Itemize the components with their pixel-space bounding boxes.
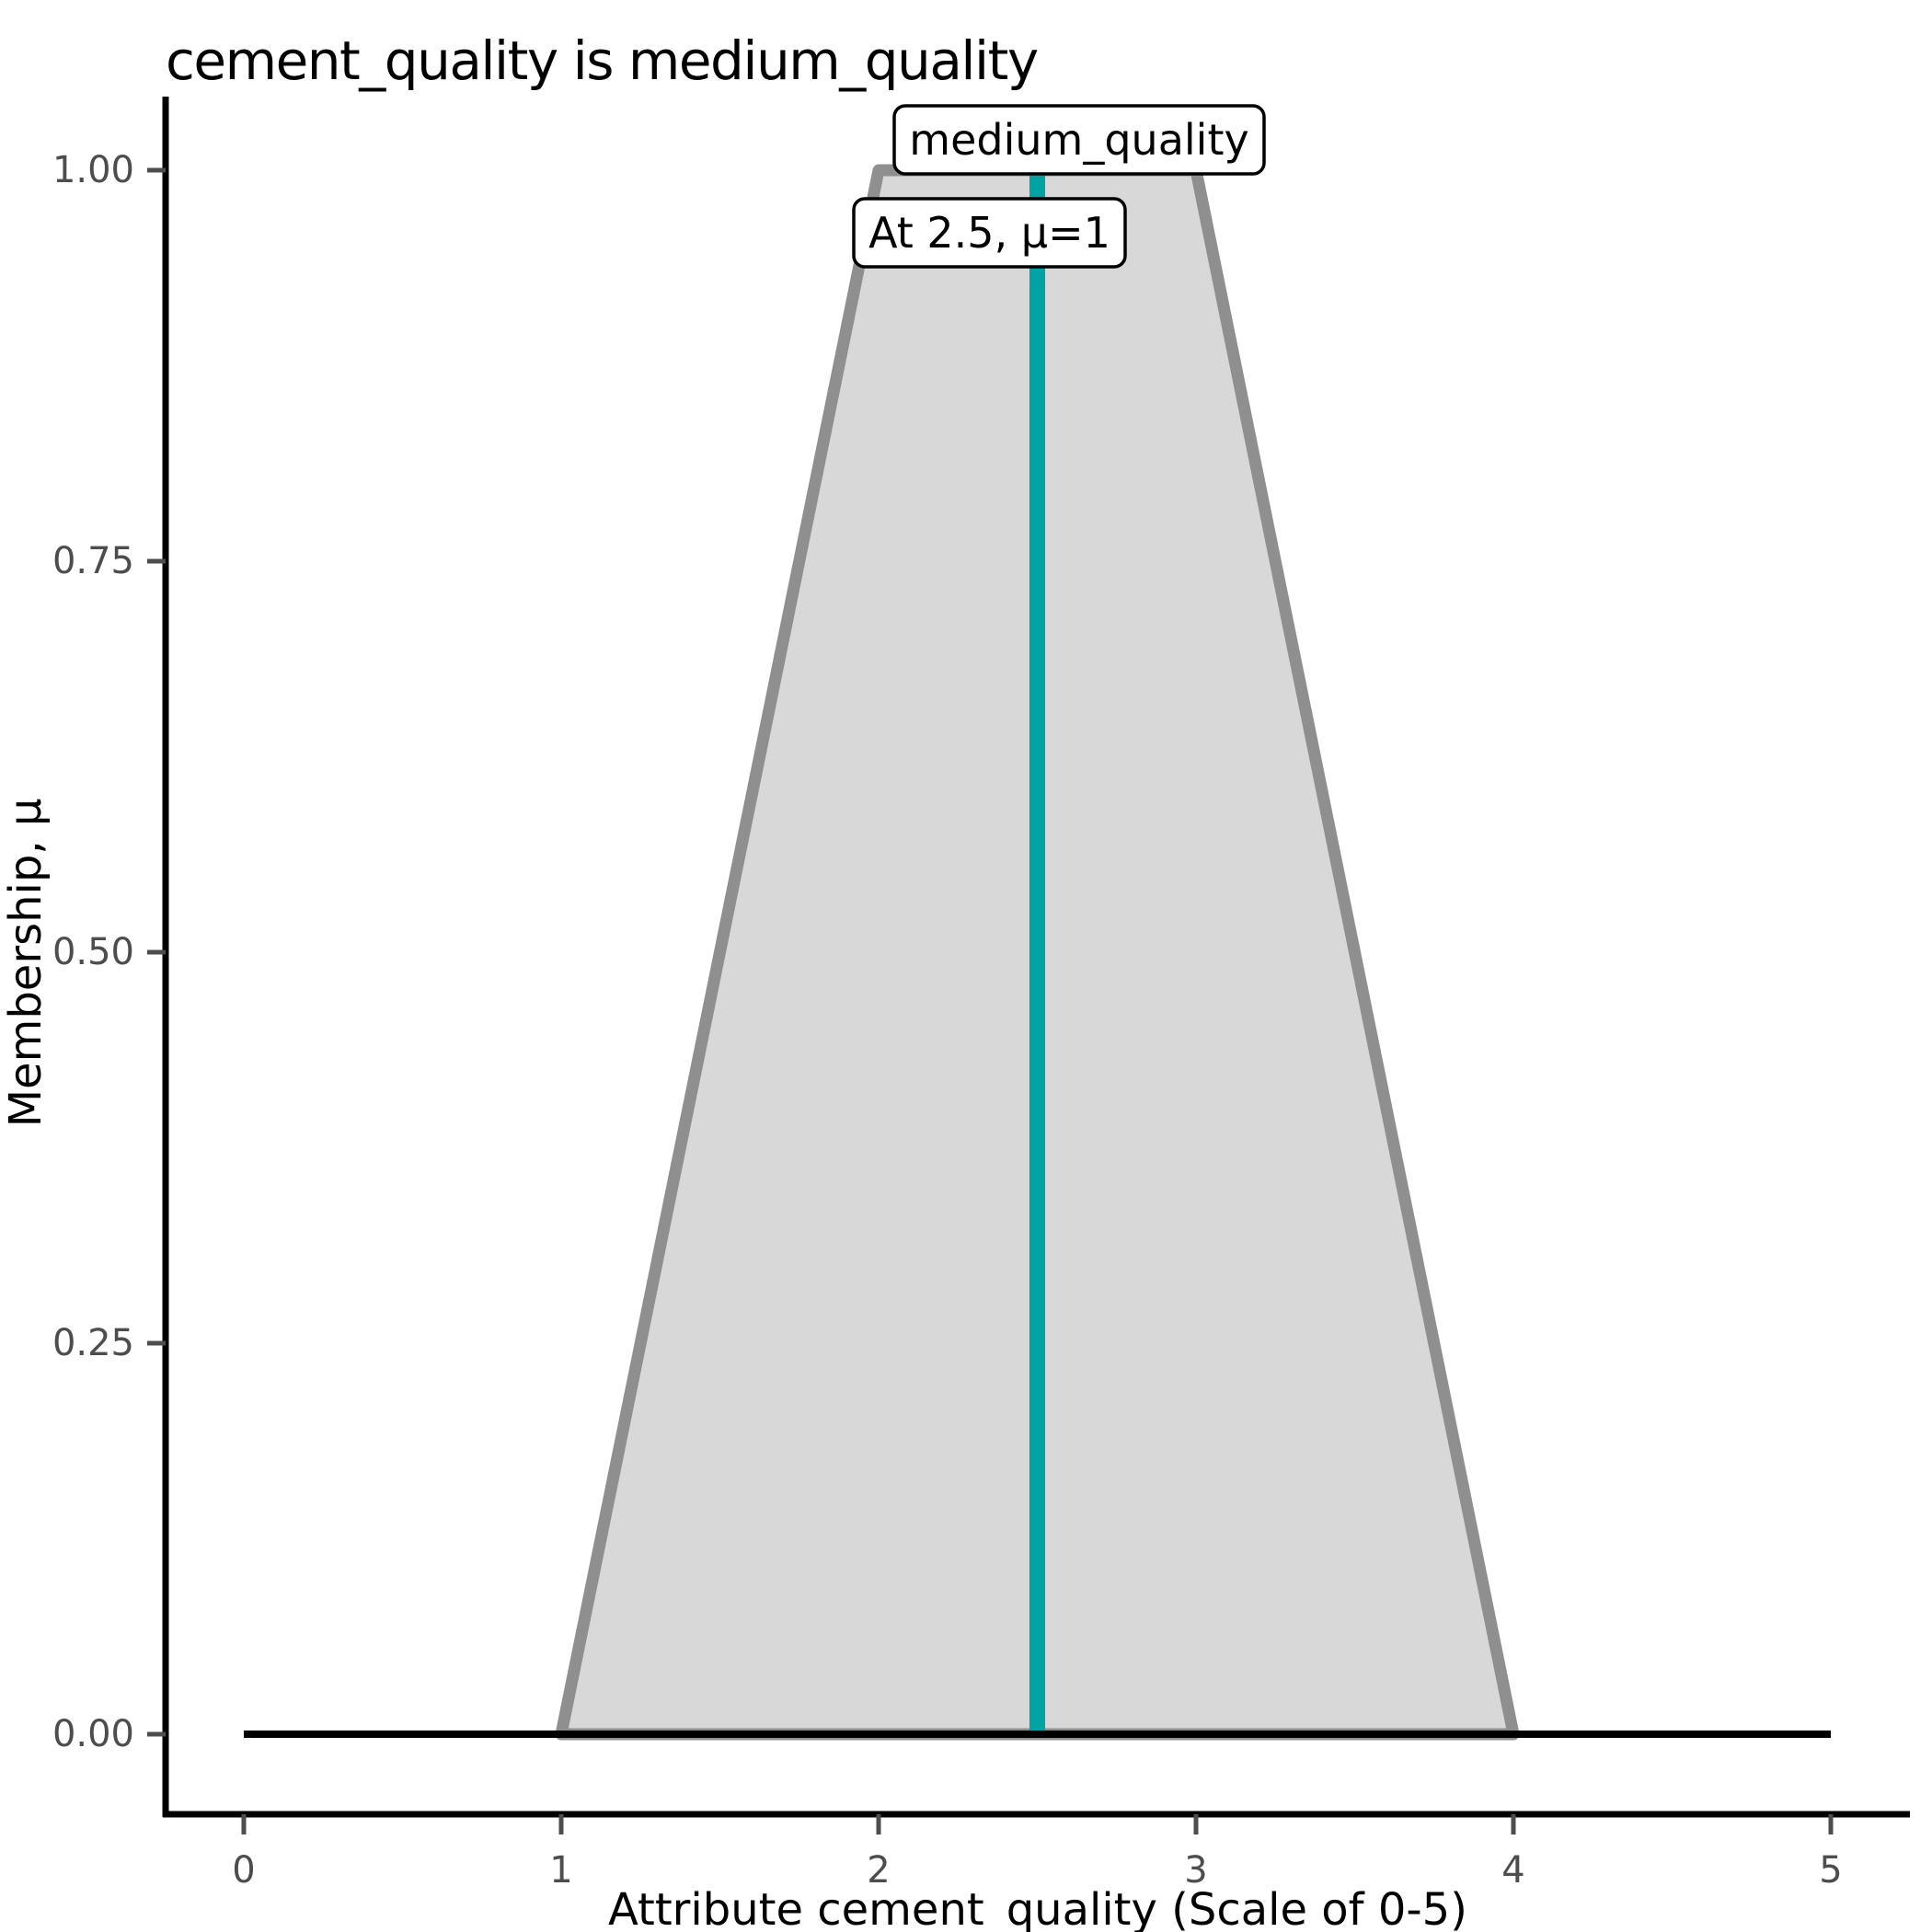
x-tick-label: 4 [1501, 1849, 1524, 1892]
y-tick-label: 0.00 [52, 1713, 134, 1755]
x-tick-label: 5 [1819, 1849, 1842, 1892]
x-axis-title: Attribute cement_quality (Scale of 0-5) [608, 1884, 1467, 1932]
x-tick-label: 3 [1184, 1849, 1207, 1892]
titles: Attribute cement_quality (Scale of 0-5) M… [0, 29, 1467, 1932]
term-label-box [892, 104, 1266, 176]
term-label-text: medium_quality [909, 115, 1248, 165]
y-axis-title: Membership, μ [0, 799, 52, 1128]
value-annotation-box [852, 197, 1127, 269]
value-annotation-text: At 2.5, μ=1 [868, 208, 1110, 258]
y-tick-label: 1.00 [52, 149, 134, 191]
annotations-layer: medium_quality At 2.5, μ=1 [852, 104, 1266, 269]
y-tick-label: 0.50 [52, 931, 134, 973]
x-tick-label: 1 [549, 1849, 572, 1892]
y-tick-label: 0.75 [52, 540, 134, 582]
x-tick-label: 0 [232, 1849, 255, 1892]
chart-title: cement_quality is medium_quality [166, 29, 1038, 92]
y-tick-label: 0.25 [52, 1322, 134, 1364]
axes: 0.00 0.25 0.50 0.75 1.00 0 1 2 3 4 5 [52, 97, 1910, 1892]
x-tick-label: 2 [867, 1849, 890, 1892]
